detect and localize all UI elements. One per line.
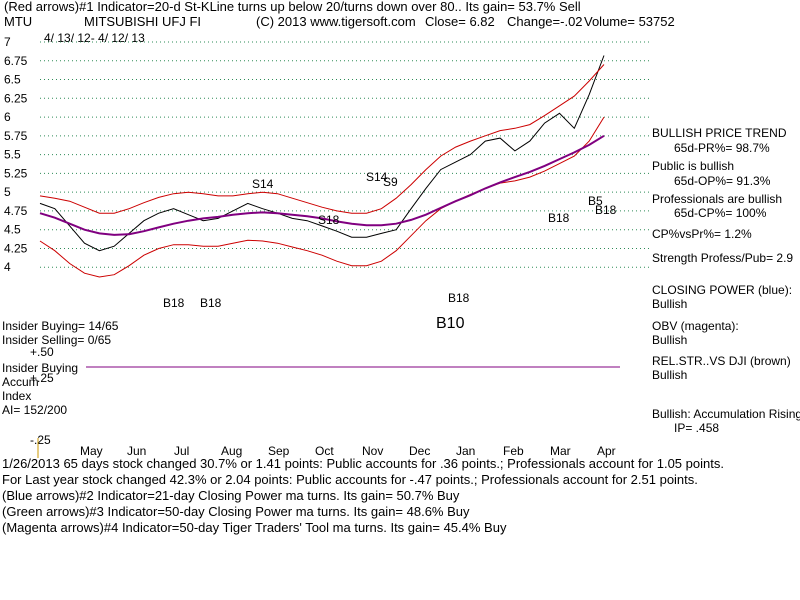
y-tick-label: 6 (4, 110, 11, 124)
y-tick-label: 6.75 (4, 54, 28, 68)
plus-50-label: +.50 (30, 345, 54, 359)
series-lower-band (39, 116, 605, 278)
signal-b18-jul: B18 (200, 296, 222, 310)
signal-labels: S14 S18 S14 S9 B18 B18 B18 B18 B5 B18 B1… (163, 170, 617, 332)
footer-line-5: (Magenta arrows)#4 Indicator=50-day Tige… (2, 520, 507, 535)
y-tick-label: 4.25 (4, 241, 28, 255)
footer-notes: 1/26/2013 65 days stock changed 30.7% or… (2, 456, 724, 535)
y-tick-label: 4.5 (4, 223, 21, 237)
op-value: 65d-OP%= 91.3% (674, 174, 771, 188)
x-tick-label: Aug (221, 444, 242, 458)
insider-selling-count: Insider Selling= 0/65 (2, 333, 111, 347)
x-tick-label: Jan (456, 444, 475, 458)
x-tick-label: Oct (315, 444, 334, 458)
x-tick-label: Dec (409, 444, 430, 458)
y-tick-label: 4 (4, 260, 11, 274)
company-name: MITSUBISHI UFJ FI (84, 14, 201, 29)
y-tick-label: 5.75 (4, 129, 28, 143)
y-tick-label: 5.25 (4, 166, 28, 180)
ip-value: IP= .458 (674, 421, 719, 435)
copyright-label: (C) 2013 www.tigersoft.com (256, 14, 416, 29)
closing-power-state: Bullish (652, 297, 687, 311)
x-tick-label: Apr (597, 444, 616, 458)
obv-state: Bullish (652, 333, 687, 347)
volume-value: Volume= 53752 (584, 14, 675, 29)
x-axis-ticks: May Jun Jul Aug Sep Oct Nov Dec Jan Feb Mar Apr (80, 444, 616, 458)
minus-25-label: -.25 (30, 433, 51, 447)
x-tick-label: May (80, 444, 103, 458)
price-series-group (39, 55, 605, 278)
strength-ratio: Strength Profess/Pub= 2.9 (652, 251, 793, 265)
change-value: Change=-.02 (507, 14, 583, 29)
y-tick-label: 6.5 (4, 73, 21, 87)
signal-b10-dec: B10 (436, 315, 465, 332)
signal-b18-apr: B18 (595, 203, 617, 217)
x-tick-label: Sep (268, 444, 290, 458)
x-tick-label: Jun (127, 444, 146, 458)
x-tick-label: Mar (550, 444, 571, 458)
signal-b18-dec: B18 (448, 291, 470, 305)
signal-b18-jun: B18 (163, 296, 185, 310)
public-bullish: Public is bullish (652, 159, 734, 173)
ticker-label: MTU (4, 14, 32, 29)
bullish-price-trend: BULLISH PRICE TREND (652, 126, 787, 140)
series-price (39, 55, 605, 252)
series-upper-band (39, 64, 605, 214)
signal-s18-sep: S18 (318, 213, 340, 227)
y-tick-label: 7 (4, 35, 11, 49)
x-tick-label: Jul (174, 444, 189, 458)
chart-title: (Red arrows)#1 Indicator=20-d St-KLine t… (4, 0, 581, 14)
x-tick-label: Nov (362, 444, 383, 458)
insider-buying-label: Insider Buying (2, 361, 78, 375)
closing-power-label: CLOSING POWER (blue): (652, 283, 792, 297)
price-gridlines (40, 41, 650, 268)
relstr-state: Bullish (652, 368, 687, 382)
x-tick-label: Feb (503, 444, 524, 458)
y-tick-label: 5 (4, 185, 11, 199)
insider-buying-count: Insider Buying= 14/65 (2, 319, 119, 333)
plus-25-label: +.25 (30, 371, 54, 385)
cp-value: 65d-CP%= 100% (674, 206, 767, 220)
pr-value: 65d-PR%= 98.7% (674, 141, 770, 155)
cp-vs-pr: CP%vsPr%= 1.2% (652, 227, 752, 241)
signal-b5-apr: B5 (588, 194, 603, 208)
signal-s9-nov: S9 (383, 175, 398, 189)
footer-line-1: 1/26/2013 65 days stock changed 30.7% or… (2, 456, 724, 471)
obv-label: OBV (magenta): (652, 319, 739, 333)
date-range: 4/ 13/ 12- 4/ 12/ 13 (44, 31, 145, 45)
ai-label: AI= 152/200 (2, 403, 67, 417)
professionals-bullish: Professionals are bullish (652, 192, 782, 206)
y-tick-label: 6.25 (4, 91, 28, 105)
close-value: Close= 6.82 (425, 14, 495, 29)
footer-line-2: For Last year stock changed 42.3% or 2.0… (2, 472, 698, 487)
signal-b18-feb: B18 (548, 211, 570, 225)
relstr-label: REL.STR..VS DJI (brown) (652, 354, 791, 368)
y-tick-label: 4.75 (4, 204, 28, 218)
signal-s14-nov: S14 (366, 170, 388, 184)
series-moving-avg (39, 134, 605, 236)
y-axis-ticks: 7 6.75 6.5 6.25 6 5.75 5.5 5.25 5 4.75 4.5 4.25 4 (4, 35, 28, 274)
signal-s14-aug: S14 (252, 177, 274, 191)
accum-label: Accum (2, 375, 39, 389)
footer-line-3: (Blue arrows)#2 Indicator=21-day Closing… (2, 488, 460, 503)
index-label: Index (2, 389, 31, 403)
right-panel: BULLISH PRICE TREND 65d-PR%= 98.7% Publi… (652, 126, 800, 435)
footer-line-4: (Green arrows)#3 Indicator=50-day Closin… (2, 504, 470, 519)
accum-rising: Bullish: Accumulation Rising (652, 407, 800, 421)
y-tick-label: 5.5 (4, 148, 21, 162)
